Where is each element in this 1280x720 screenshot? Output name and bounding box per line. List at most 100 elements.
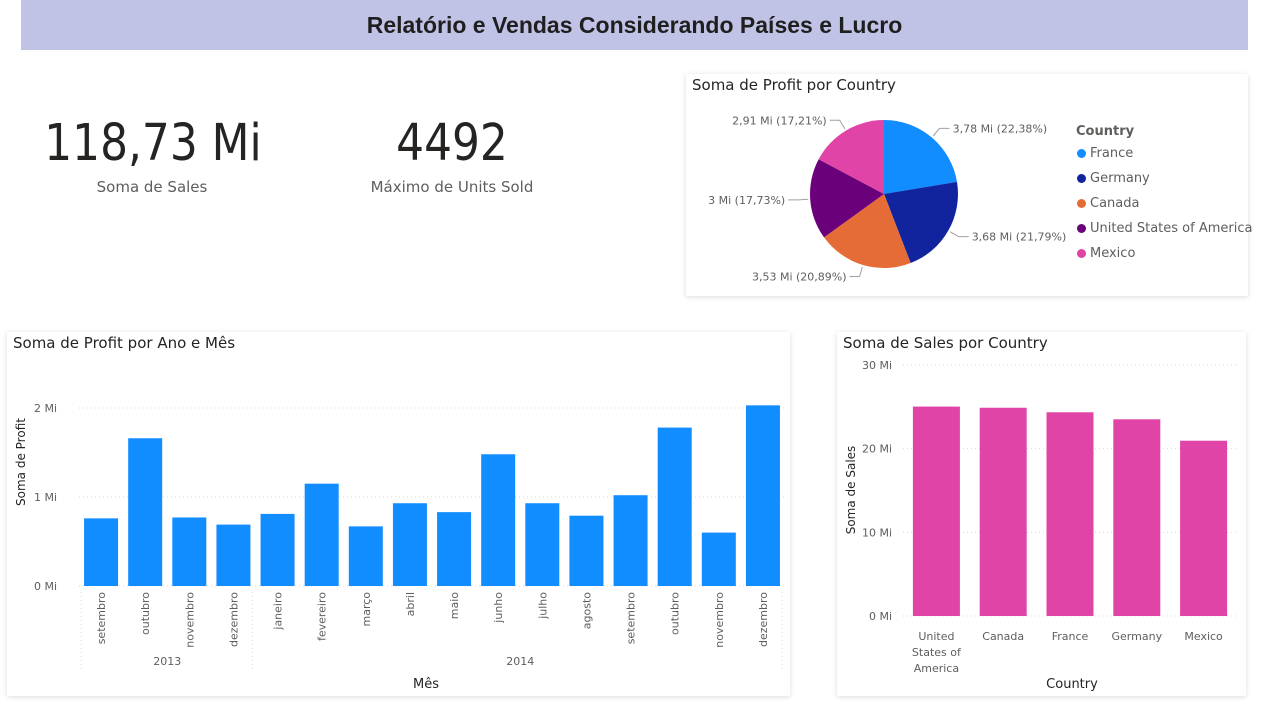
sales-chart-title: Soma de Sales por Country <box>843 334 1048 352</box>
sales-bar-1 <box>979 407 1027 616</box>
profit-x-tick: dezembro <box>757 592 770 647</box>
report-header: Relatório e Vendas Considerando Países e… <box>21 0 1248 50</box>
legend-item-usa[interactable]: United States of America <box>1077 221 1252 236</box>
profit-bar-10 <box>525 503 560 586</box>
profit-bar-13 <box>657 427 692 586</box>
legend-dot-mexico <box>1077 249 1086 258</box>
sales-y-tick: 20 Mi <box>862 443 892 456</box>
profit-bar-12 <box>613 495 648 586</box>
pie-slice-1 <box>884 181 958 264</box>
profit-bar-3 <box>216 524 251 586</box>
legend-label: France <box>1090 146 1134 161</box>
sales-x-tick: America <box>914 662 959 675</box>
legend-label: Canada <box>1090 196 1140 211</box>
pie-data-label-3: 3 Mi (17,73%) <box>708 194 785 207</box>
pie-chart-title: Soma de Profit por Country <box>692 76 896 94</box>
legend-dot-usa <box>1077 224 1086 233</box>
kpi-sales-label: Soma de Sales <box>96 178 208 196</box>
profit-x-tick: fevereiro <box>316 592 329 641</box>
pie-leader-line-4 <box>829 119 846 130</box>
profit-x-tick: dezembro <box>227 592 240 647</box>
sales-bar-4 <box>1180 440 1228 616</box>
pie-slice-3 <box>810 159 884 238</box>
sales-bar-0 <box>912 406 960 616</box>
pie-leader-line-0 <box>932 127 950 137</box>
sales-x-tick: Canada <box>982 630 1024 643</box>
profit-bar-6 <box>348 526 383 586</box>
sales-x-tick: Mexico <box>1184 630 1223 643</box>
profit-y-axis-title: Soma de Profit <box>14 418 28 506</box>
legend-item-canada[interactable]: Canada <box>1077 196 1139 211</box>
sales-y-tick: 30 Mi <box>862 359 892 372</box>
profit-x-tick: maio <box>448 592 461 620</box>
sales-bar-chart: 0 Mi 10 Mi 20 Mi 30 Mi Soma de Sales United St… <box>844 359 1237 692</box>
profit-x-tick: abril <box>404 592 417 616</box>
legend-item-france[interactable]: France <box>1077 146 1133 161</box>
profit-chart-title: Soma de Profit por Ano e Mês <box>13 334 236 352</box>
profit-y-tick: 1 Mi <box>34 491 57 504</box>
profit-x-tick: julho <box>536 592 549 620</box>
pie-slice-4 <box>818 120 884 194</box>
pie-data-label-1: 3,68 Mi (21,79%) <box>972 231 1067 244</box>
pie-data-label-0: 3,78 Mi (22,38%) <box>953 122 1048 135</box>
profit-bar-1 <box>128 438 163 586</box>
pie-data-label-2: 3,53 Mi (20,89%) <box>752 270 847 283</box>
pie-leader-line-1 <box>949 231 969 238</box>
profit-bar-4 <box>260 513 295 586</box>
profit-x-tick: janeiro <box>272 592 285 631</box>
profit-x-axis-title: Mês <box>413 677 439 692</box>
pie-chart-card[interactable]: Soma de Profit por Country 3,78 Mi (22,3… <box>686 74 1252 296</box>
profit-bar-chart-card[interactable]: Soma de Profit por Ano e Mês 0 Mi 1 Mi 2 M… <box>7 332 790 696</box>
profit-bar-11 <box>569 515 604 586</box>
report-title: Relatório e Vendas Considerando Países e… <box>366 11 903 38</box>
pie-chart: 3,78 Mi (22,38%) 3,68 Mi (21,79%) 3,53 Mi … <box>708 114 1067 283</box>
profit-x-tick: novembro <box>183 592 196 648</box>
profit-y-tick: 2 Mi <box>34 402 57 415</box>
legend-label: United States of America <box>1090 221 1253 236</box>
sales-x-tick: France <box>1052 630 1089 643</box>
legend-item-mexico[interactable]: Mexico <box>1077 246 1135 261</box>
pie-data-label-4: 2,91 Mi (17,21%) <box>732 114 827 127</box>
legend-dot-france <box>1077 149 1086 158</box>
profit-bar-8 <box>437 512 472 586</box>
sales-y-tick: 0 Mi <box>869 610 892 623</box>
kpi-card-units[interactable]: 4492 Máximo de Units Sold <box>306 64 596 254</box>
legend-dot-canada <box>1077 199 1086 208</box>
sales-x-tick: Germany <box>1112 630 1163 643</box>
profit-x-tick: setembro <box>95 592 108 645</box>
pie-leader-line-2 <box>849 266 863 277</box>
profit-bar-9 <box>481 454 516 586</box>
sales-y-tick: 10 Mi <box>862 526 892 539</box>
profit-bar-2 <box>172 517 207 586</box>
legend-label: Germany <box>1090 171 1150 186</box>
pie-slice-2 <box>824 194 911 268</box>
legend-dot-germany <box>1077 174 1086 183</box>
profit-bar-14 <box>701 532 736 586</box>
pie-leader-line-3 <box>788 198 809 201</box>
profit-bar-chart: 0 Mi 1 Mi 2 Mi Soma de Profit setembro outubr… <box>14 402 785 692</box>
profit-y-tick: 0 Mi <box>34 580 57 593</box>
profit-bar-0 <box>84 518 119 586</box>
profit-year-label-2013: 2013 <box>153 655 181 668</box>
profit-x-tick: outubro <box>139 592 152 635</box>
legend-label: Mexico <box>1090 246 1136 261</box>
sales-y-axis-title: Soma de Sales <box>844 446 858 535</box>
sales-bar-3 <box>1113 419 1161 616</box>
sales-bar-2 <box>1046 412 1094 616</box>
profit-x-tick: novembro <box>713 592 726 648</box>
profit-x-tick: setembro <box>625 592 638 645</box>
kpi-card-sales[interactable]: 118,73 Mi Soma de Sales <box>0 64 296 254</box>
legend-item-germany[interactable]: Germany <box>1077 171 1150 186</box>
profit-bar-15 <box>745 405 780 586</box>
kpi-units-label: Máximo de Units Sold <box>370 178 534 196</box>
sales-bar-chart-card[interactable]: Soma de Sales por Country 0 Mi 10 Mi 20 Mi… <box>837 332 1246 696</box>
profit-bar-7 <box>392 503 427 586</box>
sales-x-tick: States of <box>912 646 962 659</box>
kpi-sales-value: 118,73 Mi <box>44 114 262 173</box>
pie-legend-title: Country <box>1076 124 1135 139</box>
profit-x-tick: março <box>360 592 373 627</box>
profit-x-tick: agosto <box>580 592 593 629</box>
kpi-units-value: 4492 <box>396 114 508 173</box>
profit-year-label-2014: 2014 <box>506 655 534 668</box>
sales-x-tick: United <box>918 630 954 643</box>
